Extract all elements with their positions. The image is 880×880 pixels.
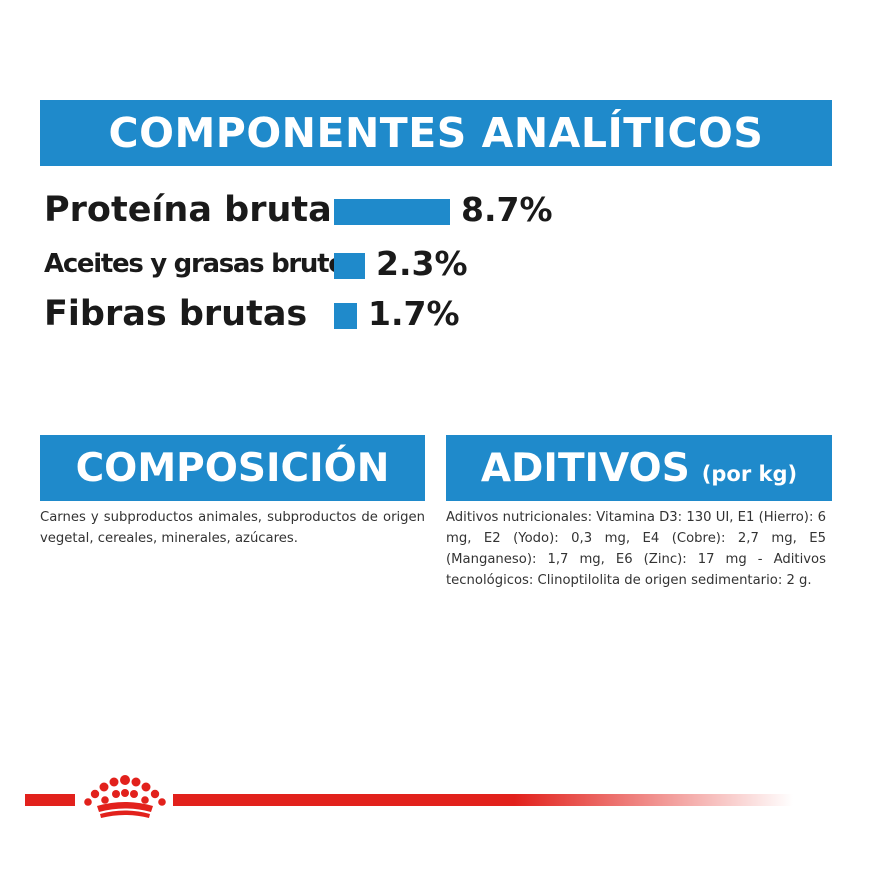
- analytic-row-value: 1.7%: [368, 294, 460, 333]
- analytic-row-bar: [334, 199, 450, 225]
- crown-icon: [84, 775, 166, 818]
- additives-title: ADITIVOS: [480, 445, 690, 491]
- analytic-row-value: 2.3%: [376, 244, 468, 283]
- additives-text: Aditivos nutricionales: Vitamina D3: 130…: [446, 510, 826, 588]
- composition-title: COMPOSICIÓN: [75, 445, 390, 491]
- analytic-row-label: Proteína bruta: [44, 190, 332, 230]
- analytic-row-bar: [334, 253, 365, 279]
- composition-text: Carnes y subproductos animales, subprodu…: [40, 510, 425, 546]
- footer-red-line-left: [25, 794, 75, 806]
- analytic-row-value: 8.7%: [461, 190, 553, 229]
- analytic-row-protein: Proteína bruta 8.7%: [44, 187, 604, 233]
- analytic-row-label: Fibras brutas: [44, 294, 308, 334]
- analytic-row-fats: Aceites y grasas brutos 2.3%: [44, 241, 504, 287]
- analytic-components-banner: COMPONENTES ANALÍTICOS: [40, 100, 832, 166]
- analytic-components-title: COMPONENTES ANALÍTICOS: [108, 109, 764, 157]
- analytic-row-fiber: Fibras brutas 1.7%: [44, 291, 504, 337]
- additives-banner: ADITIVOS (por kg): [446, 435, 832, 501]
- composition-banner: COMPOSICIÓN: [40, 435, 425, 501]
- analytic-row-bar: [334, 303, 357, 329]
- footer-red-line-right: [173, 794, 793, 806]
- analytic-row-label: Aceites y grasas brutos: [44, 249, 360, 279]
- additives-unit: (por kg): [701, 462, 798, 486]
